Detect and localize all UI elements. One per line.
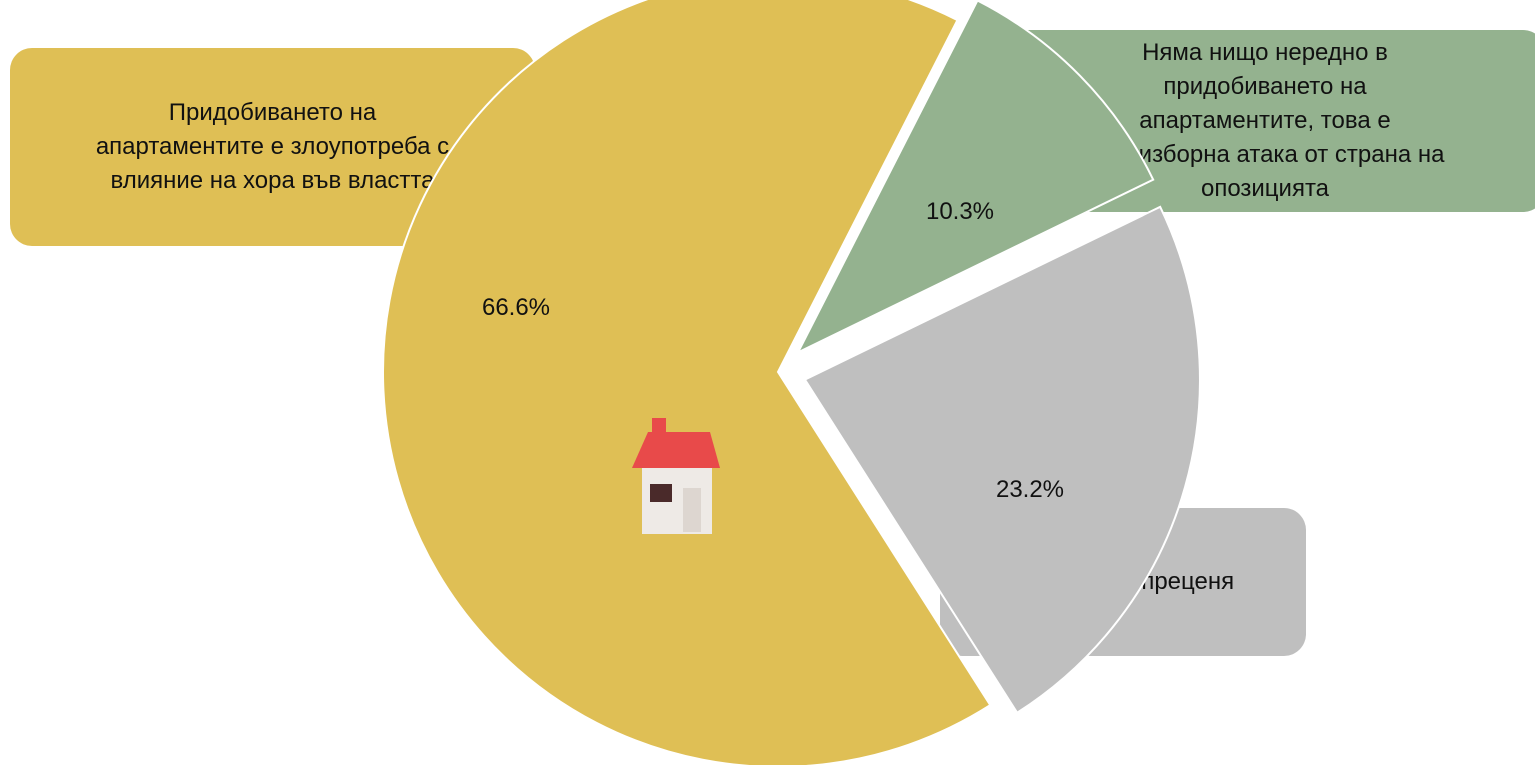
value-label: 66.6% [482, 294, 550, 322]
house-door [683, 488, 701, 532]
chart: Придобиването на апартаментите е злоупот… [0, 0, 1535, 765]
pie-canvas [0, 0, 1535, 765]
house-chimney [652, 418, 666, 434]
value-label: 10.3% [926, 198, 994, 226]
value-label: 23.2% [996, 476, 1064, 504]
house-window [650, 484, 672, 502]
